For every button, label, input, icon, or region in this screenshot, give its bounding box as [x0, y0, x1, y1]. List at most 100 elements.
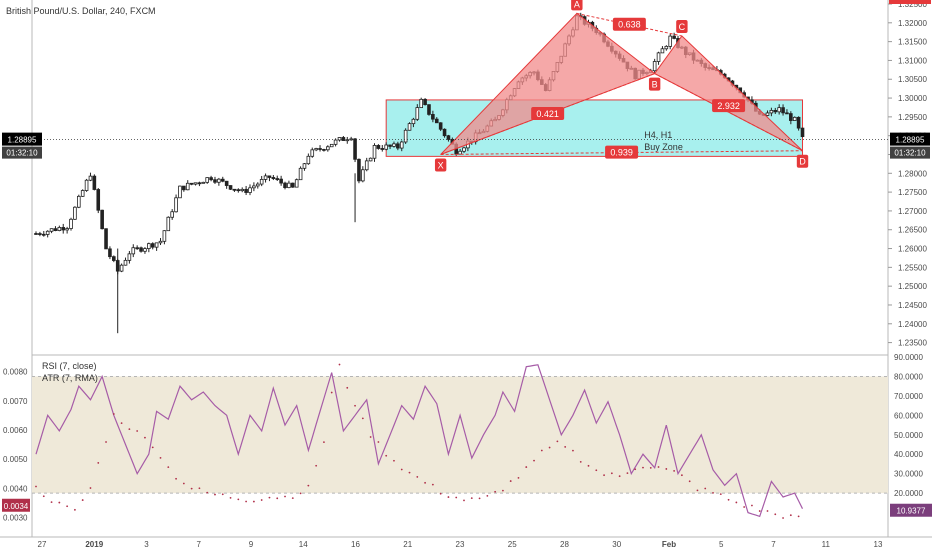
- candle-body: [314, 148, 318, 151]
- atr-dot: [696, 489, 699, 492]
- candle-body: [664, 45, 669, 50]
- atr-dot: [758, 510, 761, 512]
- atr-dot: [751, 504, 753, 507]
- candle-body: [283, 182, 287, 189]
- candle-body: [769, 109, 774, 114]
- atr-dot: [58, 501, 61, 504]
- pattern-line-ac: [576, 12, 682, 37]
- candle-body: [53, 228, 58, 231]
- buy-zone-label-line1: H4, H1: [644, 130, 672, 140]
- rsi-tick-label: 50.0000: [894, 431, 923, 440]
- pattern-point-d-bg: [796, 154, 809, 168]
- candle-body: [108, 248, 112, 258]
- atr-dot: [252, 500, 255, 503]
- candle-body: [349, 138, 353, 141]
- candle-body: [119, 264, 124, 272]
- candle-body: [388, 144, 392, 147]
- candle-body: [368, 157, 373, 162]
- atr-dot: [494, 490, 497, 493]
- candle-body: [209, 177, 213, 181]
- candle-body: [45, 230, 50, 235]
- candle-body: [61, 227, 66, 231]
- candle-body: [244, 188, 248, 193]
- price-tick-label: 1.26500: [898, 226, 927, 235]
- atr-dot: [447, 496, 450, 498]
- candle-body: [290, 182, 295, 188]
- atr-dot: [393, 459, 395, 462]
- atr-dot: [439, 492, 442, 495]
- candle-body: [143, 248, 147, 252]
- atr-dot: [50, 501, 53, 504]
- candle-body: [361, 169, 365, 182]
- candle-body: [399, 141, 404, 149]
- candle-body: [462, 147, 466, 152]
- x-tick-label: 7: [197, 540, 202, 549]
- price-tick-label: 1.24500: [898, 301, 927, 310]
- atr-dot: [595, 469, 598, 472]
- price-tick-label: 1.30500: [898, 75, 927, 84]
- price-tick-label: 1.25000: [898, 282, 927, 291]
- candle-body: [438, 122, 443, 130]
- candle-body: [326, 146, 330, 151]
- atr-dot: [665, 468, 668, 470]
- candle-body: [800, 127, 805, 138]
- candle-body: [434, 118, 439, 124]
- atr-dot: [455, 496, 458, 499]
- candle-body: [248, 187, 252, 193]
- price-tick-label: 1.28000: [898, 169, 927, 178]
- atr-dot: [214, 493, 216, 496]
- candle-body: [104, 228, 108, 250]
- candle-body: [252, 185, 256, 189]
- price-tick-label: 1.32500: [898, 0, 927, 9]
- atr-dot: [618, 475, 621, 478]
- candle-body: [773, 109, 778, 113]
- candle-body: [174, 197, 178, 213]
- price-tick-label: 1.26000: [898, 245, 927, 254]
- rsi-tick-label: 20.0000: [894, 489, 923, 498]
- x-tick-label: 14: [299, 540, 308, 549]
- rsi-value-label: 10.9377: [897, 507, 926, 516]
- candle-body: [135, 247, 139, 250]
- x-tick-label: 3: [144, 540, 149, 549]
- atr-dot: [564, 446, 567, 448]
- candle-body: [65, 228, 69, 231]
- candle-body: [337, 137, 342, 141]
- x-tick-label: 13: [874, 540, 883, 549]
- candle-body: [781, 107, 785, 114]
- price-tick-label: 1.31500: [898, 38, 927, 47]
- atr-dot: [385, 454, 388, 457]
- x-tick-label: 23: [456, 540, 465, 549]
- candle-body: [224, 180, 229, 186]
- atr-dot: [470, 497, 473, 500]
- atr-dot: [400, 468, 403, 471]
- atr-dot: [291, 497, 294, 500]
- candle-body: [193, 182, 198, 185]
- price-tick-label: 1.27000: [898, 207, 927, 216]
- candle-body: [660, 48, 665, 54]
- atr-dot: [719, 493, 722, 495]
- x-tick-label: 16: [351, 540, 360, 549]
- atr-dot: [502, 489, 504, 492]
- pattern-line-bd: [654, 73, 803, 152]
- candle-body: [796, 116, 801, 129]
- atr-dot: [74, 508, 76, 511]
- atr-dot: [766, 510, 769, 512]
- atr-dot: [338, 363, 341, 366]
- candle-body: [154, 242, 159, 248]
- atr-dot: [97, 462, 100, 464]
- atr-value-tag: [2, 498, 30, 512]
- candle-body: [302, 163, 307, 169]
- atr-title: ATR (7, RMA): [42, 373, 98, 383]
- candle-body: [672, 35, 676, 39]
- candle-body: [263, 175, 268, 180]
- atr-dot: [89, 487, 92, 489]
- atr-dot: [299, 492, 302, 495]
- candle-body: [112, 256, 116, 261]
- candle-body: [127, 253, 132, 261]
- candle-body: [139, 247, 143, 252]
- candle-body: [88, 175, 93, 181]
- candle-body: [69, 218, 73, 229]
- candle-body: [322, 149, 326, 151]
- candle-body: [318, 148, 322, 150]
